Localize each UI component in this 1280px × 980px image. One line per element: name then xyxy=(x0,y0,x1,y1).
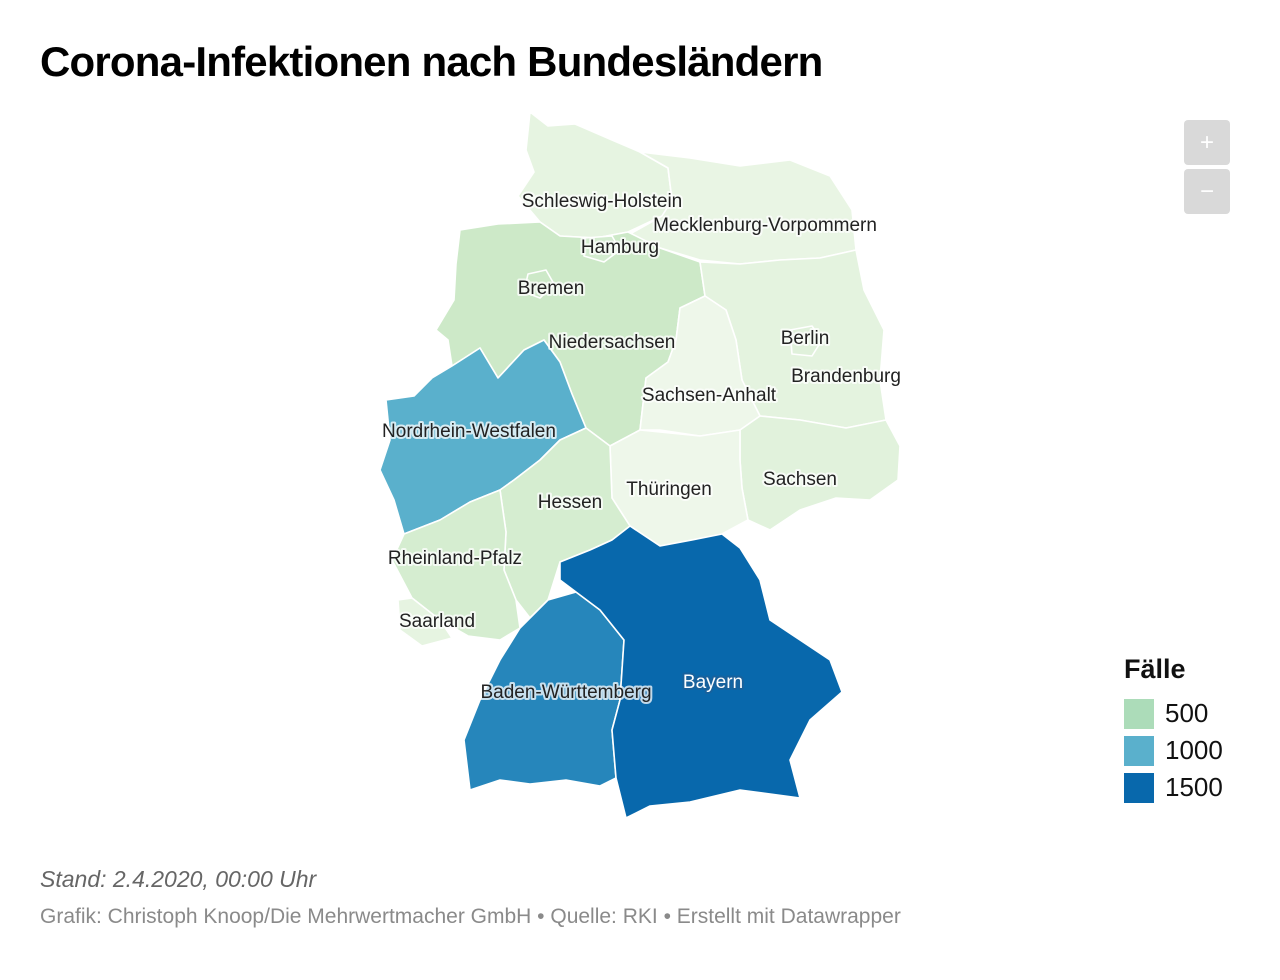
region-label-bremen: Bremen xyxy=(518,278,585,299)
region-label-bayern: Bayern xyxy=(683,672,743,693)
legend-label: 1000 xyxy=(1165,735,1223,765)
region-label-halo-baden-wuerttemberg: Baden-Württemberg xyxy=(480,682,651,703)
zoom-in-button[interactable]: + xyxy=(1184,120,1230,165)
legend-label: 1500 xyxy=(1165,772,1223,802)
legend-label: 500 xyxy=(1165,698,1209,728)
region-label-saarland: Saarland xyxy=(399,611,475,632)
legend-swatch xyxy=(1124,772,1154,803)
region-label-halo-niedersachsen: Niedersachsen xyxy=(549,332,676,353)
region-label-halo-mecklenburg-vorpommern: Mecklenburg-Vorpommern xyxy=(653,215,877,236)
zoom-out-button[interactable]: − xyxy=(1184,169,1230,214)
region-bayern[interactable] xyxy=(559,525,843,819)
legend-title: Fälle xyxy=(1124,654,1186,684)
legend-item: 500 xyxy=(1124,695,1223,732)
region-berlin[interactable] xyxy=(789,325,823,357)
legend-item: 1000 xyxy=(1124,732,1223,769)
region-saarland[interactable] xyxy=(397,597,453,647)
region-label-halo-hessen: Hessen xyxy=(538,492,602,513)
region-label-baden-wuerttemberg: Baden-Württemberg xyxy=(480,682,651,703)
legend: Fälle 500 1000 1500 xyxy=(1124,654,1223,806)
region-label-mecklenburg-vorpommern: Mecklenburg-Vorpommern xyxy=(653,215,877,236)
region-bremen[interactable] xyxy=(523,269,555,299)
region-label-nordrhein-westfalen: Nordrhein-Westfalen xyxy=(382,421,556,442)
region-label-halo-bremen: Bremen xyxy=(518,278,585,299)
region-label-schleswig-holstein: Schleswig-Holstein xyxy=(522,191,683,212)
regions-layer xyxy=(379,111,901,819)
region-label-halo-hamburg: Hamburg xyxy=(581,237,659,258)
region-label-hessen: Hessen xyxy=(538,492,602,513)
region-label-rheinland-pfalz: Rheinland-Pfalz xyxy=(388,548,522,569)
region-label-sachsen-anhalt: Sachsen-Anhalt xyxy=(642,385,777,406)
legend-swatch xyxy=(1124,698,1154,729)
region-label-sachsen: Sachsen xyxy=(763,469,837,490)
region-label-halo-berlin: Berlin xyxy=(781,328,830,349)
region-label-halo-sachsen: Sachsen xyxy=(763,469,837,490)
legend-item: 1500 xyxy=(1124,769,1223,806)
region-label-halo-saarland: Saarland xyxy=(399,611,475,632)
region-label-halo-thueringen: Thüringen xyxy=(626,479,712,500)
region-label-halo-nordrhein-westfalen: Nordrhein-Westfalen xyxy=(382,421,556,442)
region-label-halo-rheinland-pfalz: Rheinland-Pfalz xyxy=(388,548,522,569)
region-label-halo-brandenburg: Brandenburg xyxy=(791,366,901,387)
region-label-halo-bayern: Bayern xyxy=(683,672,743,693)
data-status: Stand: 2.4.2020, 00:00 Uhr xyxy=(40,866,317,892)
region-label-halo-sachsen-anhalt: Sachsen-Anhalt xyxy=(642,385,777,406)
region-schleswig-holstein[interactable] xyxy=(517,111,673,239)
region-label-brandenburg: Brandenburg xyxy=(791,366,901,387)
chart-title: Corona-Infektionen nach Bundesländern xyxy=(40,38,823,85)
region-label-berlin: Berlin xyxy=(781,328,830,349)
legend-swatch xyxy=(1124,735,1154,766)
region-label-halo-schleswig-holstein: Schleswig-Holstein xyxy=(522,191,683,212)
region-label-hamburg: Hamburg xyxy=(581,237,659,258)
region-label-niedersachsen: Niedersachsen xyxy=(549,332,676,353)
region-hamburg[interactable] xyxy=(583,235,621,263)
source-credit: Grafik: Christoph Knoop/Die Mehrwertmach… xyxy=(40,905,901,928)
region-label-thueringen: Thüringen xyxy=(626,479,712,500)
labels-layer: Schleswig-HolsteinSchleswig-HolsteinMeck… xyxy=(380,189,903,705)
